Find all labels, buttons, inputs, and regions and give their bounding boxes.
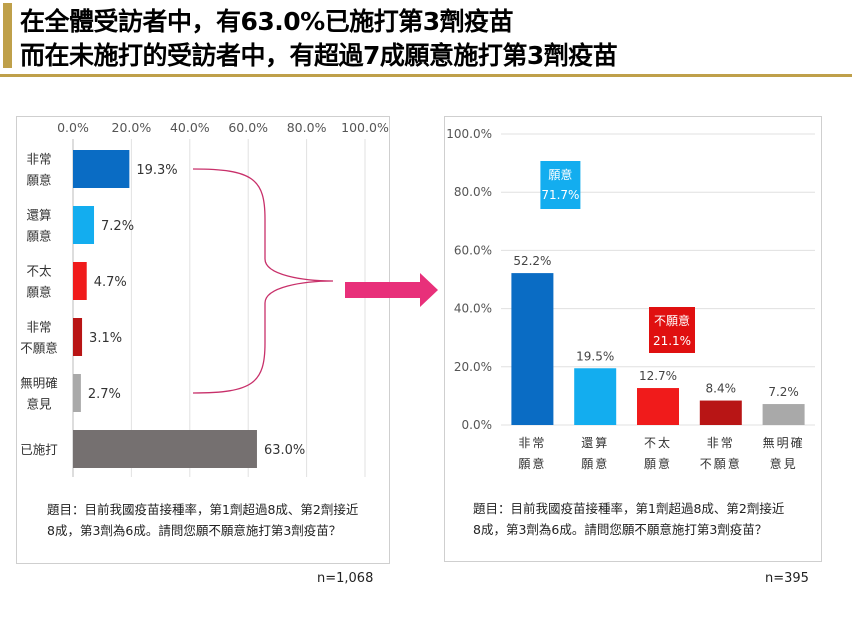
bar [73, 150, 130, 188]
bar [73, 430, 257, 468]
category-label: 非常 [26, 152, 51, 167]
x-tick-label: 0.0% [57, 120, 89, 135]
y-tick-label: 40.0% [454, 302, 492, 316]
data-label: 63.0% [264, 443, 305, 458]
bar [73, 262, 87, 300]
annotation-box [540, 161, 581, 209]
data-label: 7.2% [101, 219, 134, 234]
category-label: 願意 [26, 285, 51, 300]
bar [637, 388, 679, 425]
category-label: 願意 [581, 456, 609, 471]
x-tick-label: 80.0% [287, 120, 327, 135]
data-label: 19.3% [136, 163, 177, 178]
category-label: 還算 [581, 435, 609, 450]
annotation-label: 願意 [548, 167, 572, 182]
category-label: 願意 [518, 456, 546, 471]
category-label: 已施打 [20, 442, 58, 457]
right-chart-panel: 0.0% 20.0% 40.0% 60.0% 80.0% 100.0% 52.2% 非常 願意 1… [444, 116, 822, 562]
category-label: 願意 [26, 173, 51, 188]
left-question-line1: 題目：目前我國疫苗接種率，第1劑超過8成、第2劑接近 [47, 502, 359, 517]
data-label: 8.4% [706, 382, 737, 396]
y-tick-label: 60.0% [454, 243, 492, 257]
data-label: 19.5% [576, 349, 614, 363]
category-label: 無明確 [763, 435, 805, 450]
page-title-line2: 而在未施打的受訪者中，有超過7成願意施打第3劑疫苗 [20, 41, 618, 70]
right-question-line1: 題目：目前我國疫苗接種率，第1劑超過8成、第2劑接近 [473, 501, 785, 516]
category-label: 非常 [518, 436, 546, 450]
annotation-value: 21.1% [653, 334, 691, 348]
category-label: 不願意 [700, 456, 742, 471]
left-question-line2: 8成，第3劑為6成。請問您願不願意施打第3劑疫苗？ [47, 523, 342, 538]
data-label: 3.1% [89, 331, 122, 346]
bar [511, 273, 554, 425]
category-label: 不願意 [20, 341, 58, 356]
horizontal-bar-chart: 0.0% 20.0% 40.0% 60.0% 80.0% 100.0%19.3%非常願意7… [20, 120, 389, 477]
title-accent-bar [3, 3, 12, 68]
grouping-brace [192, 168, 334, 394]
bar [762, 404, 805, 425]
y-tick-label: 0.0% [462, 418, 493, 432]
y-tick-label: 100.0% [446, 127, 492, 141]
right-question-line2: 8成，第3劑為6成。請問您願不願意施打第3劑疫苗？ [473, 522, 768, 537]
annotation-box [649, 307, 695, 353]
left-chart-panel: 0.0% 20.0% 40.0% 60.0% 80.0% 100.0% 19.3% 非常 願意 7… [16, 116, 390, 564]
category-label: 無明確 [20, 376, 58, 391]
category-label: 不太 [26, 264, 52, 279]
data-label: 12.7% [639, 369, 677, 383]
x-tick-label: 60.0% [228, 120, 268, 135]
right-sample-size: n=395 [765, 571, 809, 586]
bar [73, 374, 81, 412]
data-label: 4.7% [94, 275, 127, 290]
left-question-note: 題目：目前我國疫苗接種率，第1劑超過8成、第2劑接近 8成，第3劑為6成。請問您… [47, 499, 358, 541]
annotation-value: 71.7% [541, 188, 579, 202]
title-underline [0, 74, 852, 77]
data-label: 7.2% [768, 385, 799, 399]
x-tick-label: 40.0% [170, 120, 210, 135]
x-tick-label: 100.0% [341, 120, 389, 135]
vertical-bar-chart: 0.0%20.0%40.0%60.0%80.0%100.0%52.2%非常願意1… [446, 127, 815, 471]
y-tick-label: 20.0% [454, 360, 492, 374]
category-label: 願意 [26, 229, 51, 244]
left-sample-size: n=1,068 [317, 571, 374, 586]
category-label: 意見 [26, 397, 52, 412]
page-title-line1: 在全體受訪者中，有63.0%已施打第3劑疫苗 [20, 7, 514, 36]
bar [73, 318, 83, 356]
category-label: 願意 [644, 456, 672, 471]
category-label: 還算 [26, 208, 51, 223]
bar [574, 368, 617, 425]
arrow-right-icon [345, 273, 438, 307]
y-tick-label: 80.0% [454, 185, 492, 199]
right-question-note: 題目：目前我國疫苗接種率，第1劑超過8成、第2劑接近 8成，第3劑為6成。請問您… [473, 498, 784, 540]
annotation-label: 不願意 [654, 313, 690, 328]
category-label: 非常 [26, 320, 51, 335]
category-label: 不太 [644, 435, 672, 450]
category-label: 非常 [707, 436, 735, 450]
bar [73, 206, 95, 244]
category-label: 意見 [770, 456, 798, 471]
x-tick-label: 20.0% [112, 120, 152, 135]
data-label: 52.2% [513, 254, 551, 268]
bar [699, 400, 742, 425]
data-label: 2.7% [88, 387, 121, 402]
